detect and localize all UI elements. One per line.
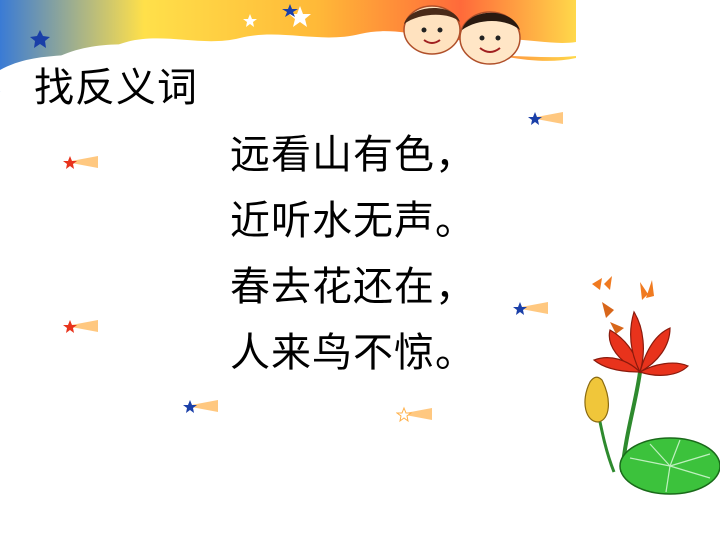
butterfly-icon	[592, 276, 612, 290]
shooting-star-icon	[396, 406, 432, 423]
flower-illustration	[584, 276, 720, 495]
poem-line: 远看山有色，	[230, 132, 476, 178]
decorative-banner	[0, 0, 576, 92]
poem-line: 人来鸟不惊。	[230, 330, 476, 376]
shooting-star-icon	[63, 320, 98, 333]
poem-line: 近听水无声。	[230, 198, 476, 244]
shooting-star-icon	[183, 400, 218, 413]
shooting-star-icon	[63, 156, 98, 169]
page-title: 找反义词	[34, 65, 198, 111]
shooting-star-icon	[513, 302, 548, 315]
poem-line: 春去花还在，	[230, 264, 476, 310]
shooting-star-icon	[528, 112, 563, 125]
poem: 远看山有色， 近听水无声。 春去花还在， 人来鸟不惊。	[230, 122, 476, 386]
cartoon-kids	[403, 5, 521, 65]
